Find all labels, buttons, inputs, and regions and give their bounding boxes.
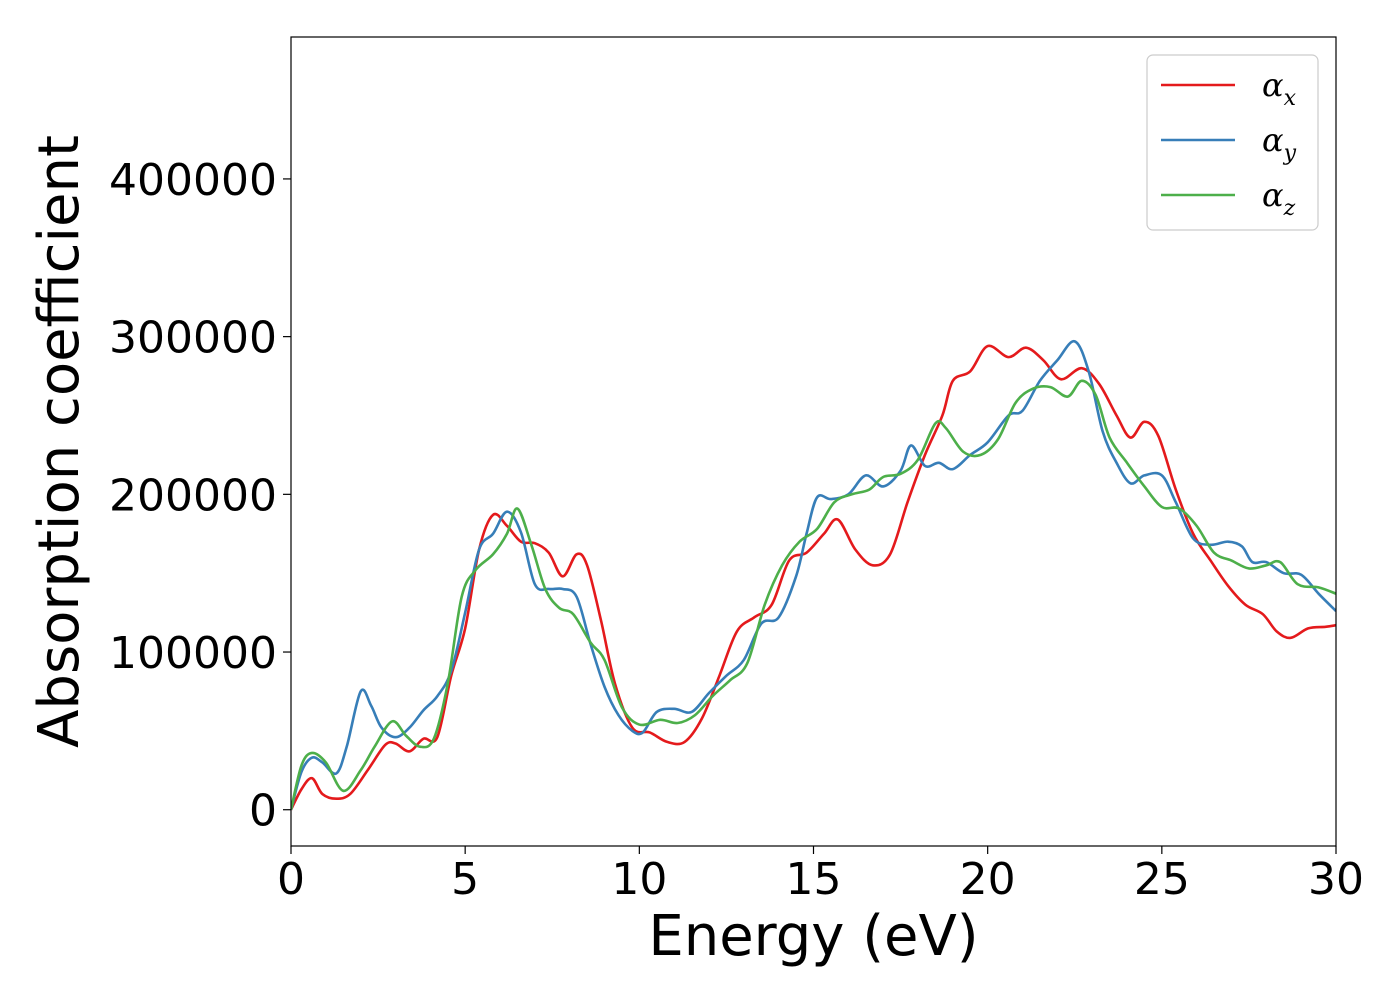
x-tick-label: 30 <box>1308 854 1364 905</box>
y-tick-label: 400000 <box>109 155 277 206</box>
plot-frame <box>290 36 1337 847</box>
series-line-alpha-y <box>291 340 1336 811</box>
series-line-alpha-x <box>291 344 1336 811</box>
x-tick-label: 15 <box>786 854 842 905</box>
y-tick-label: 300000 <box>109 313 277 364</box>
axis-ticks: 0 5 10 15 20 25 30 0 100000 200000 300000 400000 <box>109 155 1364 905</box>
y-tick-label: 200000 <box>109 470 277 521</box>
series-line-alpha-z <box>291 379 1336 811</box>
x-tick-label: 25 <box>1134 854 1190 905</box>
legend-box <box>1146 54 1319 231</box>
legend-subscript: x <box>1284 86 1297 111</box>
legend-subscript: y <box>1283 141 1297 166</box>
x-tick-label: 10 <box>611 854 667 905</box>
x-tick-label: 0 <box>277 854 305 905</box>
y-tick-label: 100000 <box>109 628 277 679</box>
y-tick-label: 0 <box>249 786 277 837</box>
legend-subscript: z <box>1283 196 1296 221</box>
y-axis-label: Absorption coefficient <box>27 135 92 748</box>
x-tick-label: 20 <box>960 854 1016 905</box>
x-tick-label: 5 <box>451 854 479 905</box>
x-axis-label: Energy (eV) <box>648 904 978 969</box>
series-lines <box>291 340 1336 811</box>
